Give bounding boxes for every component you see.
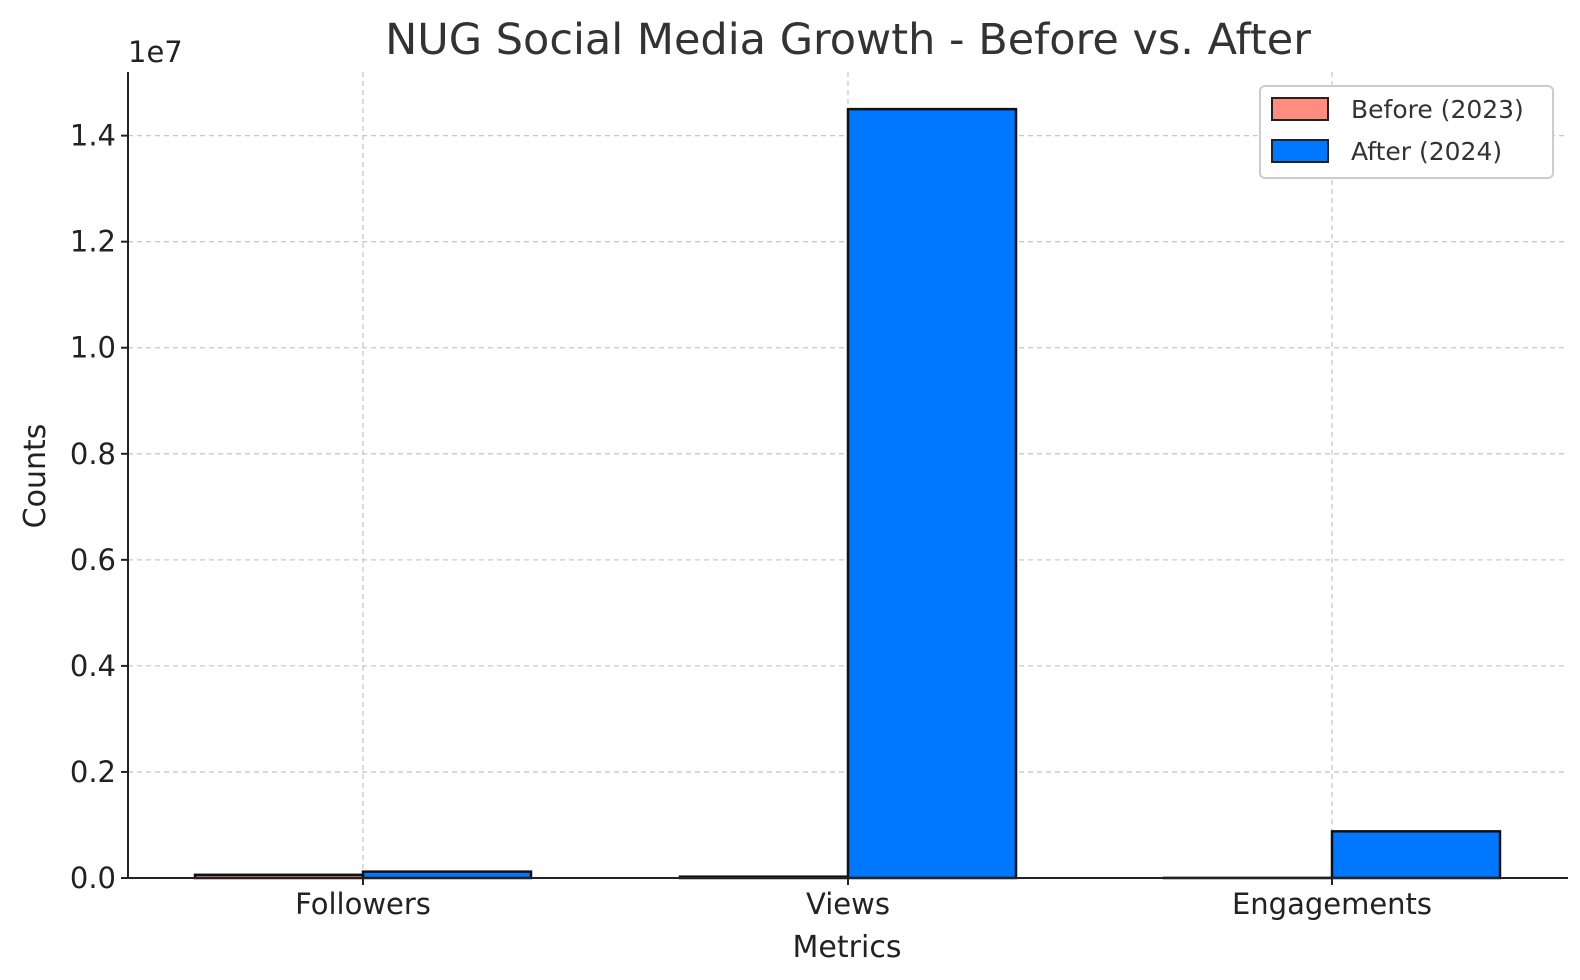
legend-label-after: After (2024) (1351, 137, 1502, 166)
x-tick-label: Engagements (1232, 887, 1432, 921)
y-tick-label: 0.0 (70, 861, 116, 895)
y-tick-label: 1.2 (70, 225, 116, 259)
x-tick-label: Views (806, 887, 890, 921)
legend-box (1259, 85, 1554, 179)
bars (193, 107, 1502, 880)
legend: Before (2023) After (2024) (1259, 85, 1554, 179)
y-ticks: 0.0 0.2 0.4 0.6 0.8 1.0 1.2 1.4 (70, 119, 128, 895)
y-tick-label: 0.4 (70, 649, 116, 683)
x-tick-label: Followers (295, 887, 431, 921)
y-axis-label: Counts (18, 424, 53, 529)
chart-title: NUG Social Media Growth - Before vs. Aft… (385, 15, 1311, 65)
legend-label-before: Before (2023) (1351, 95, 1524, 124)
y-tick-label: 0.6 (70, 543, 116, 577)
legend-swatch-before (1271, 97, 1329, 121)
y-tick-label: 1.4 (70, 119, 116, 153)
bar-after-2024 (846, 107, 1018, 880)
bar-after-2024 (1330, 830, 1502, 880)
legend-swatch-after (1271, 139, 1329, 163)
y-tick-label: 0.8 (70, 437, 116, 471)
y-offset-label: 1e7 (128, 35, 183, 69)
x-axis-label: Metrics (793, 930, 902, 965)
y-tick-label: 1.0 (70, 331, 116, 365)
x-ticks: Followers Views Engagements (295, 878, 1432, 921)
y-tick-label: 0.2 (70, 755, 116, 789)
